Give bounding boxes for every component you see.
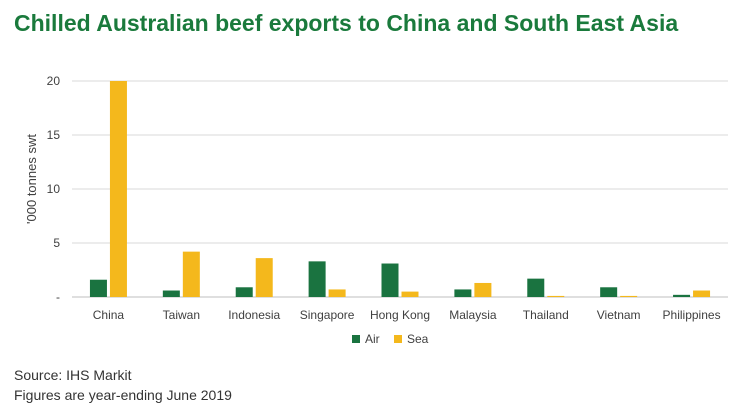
chart-title: Chilled Australian beef exports to China… [14, 10, 679, 36]
bar-air [89, 279, 107, 297]
legend-label-sea: Sea [407, 332, 429, 346]
bar-air [673, 294, 691, 297]
bar-air [527, 278, 545, 297]
bar-air [308, 261, 326, 297]
x-tick-label: Philippines [663, 308, 721, 322]
bar-sea [182, 251, 200, 297]
x-tick-label: Taiwan [163, 308, 200, 322]
legend-swatch-sea [394, 335, 402, 343]
bar-sea [547, 295, 565, 297]
y-axis-title: '000 tonnes swt [24, 134, 39, 224]
bar-air [235, 287, 253, 297]
bar-sea [328, 289, 346, 297]
y-tick-label: - [56, 290, 60, 304]
x-tick-label: Hong Kong [370, 308, 430, 322]
gridlines [72, 80, 728, 298]
bar-air [381, 263, 399, 297]
bar-air [600, 287, 618, 297]
bar-air [162, 290, 180, 297]
bar-sea [109, 81, 127, 297]
x-tick-label: Thailand [523, 308, 569, 322]
x-tick-label: Malaysia [449, 308, 497, 322]
legend: Air Sea [352, 332, 429, 346]
source-note: Source: IHS Markit [14, 367, 132, 383]
x-tick-label: Indonesia [228, 308, 280, 322]
bar-chart: - 5 10 15 20 '000 tonnes swt China Taiwan Indone… [24, 74, 728, 346]
bar-sea [693, 290, 711, 297]
bar-air [454, 289, 472, 297]
legend-swatch-air [352, 335, 360, 343]
x-tick-label: Vietnam [597, 308, 641, 322]
period-note: Figures are year-ending June 2019 [14, 387, 232, 403]
axes: - 5 10 15 20 '000 tonnes swt China Taiwan Indone… [24, 74, 721, 322]
bars [89, 81, 711, 297]
bar-sea [255, 258, 273, 297]
y-tick-label: 15 [47, 128, 61, 142]
bar-sea [474, 282, 492, 297]
y-tick-label: 10 [47, 182, 61, 196]
y-tick-label: 5 [53, 236, 60, 250]
bar-sea [401, 291, 419, 297]
x-tick-label: Singapore [300, 308, 355, 322]
bar-sea [620, 295, 638, 297]
x-tick-label: China [93, 308, 125, 322]
y-tick-label: 20 [47, 74, 61, 88]
legend-label-air: Air [365, 332, 380, 346]
